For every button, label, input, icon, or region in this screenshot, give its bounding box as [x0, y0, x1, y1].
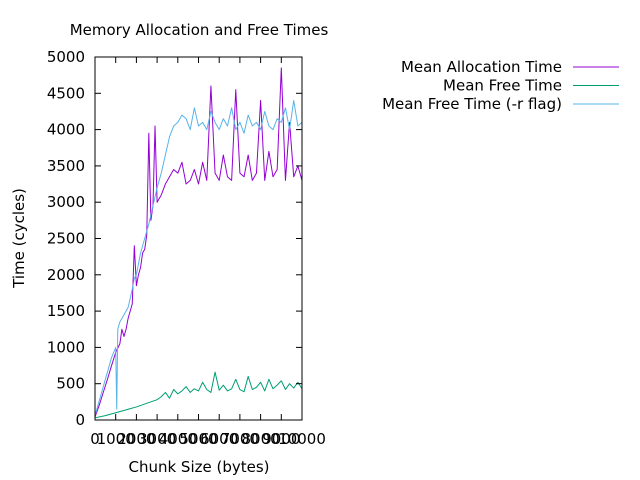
chart-title: Memory Allocation and Free Times: [70, 21, 329, 39]
x-tick-label: 10000: [278, 430, 326, 448]
series-line-1: [94, 67, 303, 418]
x-tick-label: 4000: [159, 430, 197, 448]
y-tick-label: 1000: [47, 338, 85, 356]
y-tick-label: 3500: [47, 157, 85, 175]
legend-label-1: Mean Allocation Time: [401, 58, 562, 76]
series-lines: [94, 67, 303, 419]
x-tick-label: 3000: [138, 430, 176, 448]
x-tick-label: 5000: [179, 430, 217, 448]
y-axis-label: Time (cycles): [10, 188, 28, 289]
y-tick-label: 3000: [47, 193, 85, 211]
x-axis-label: Chunk Size (bytes): [128, 458, 269, 476]
y-tick-label: 0: [75, 411, 85, 429]
x-tick-label: 6000: [200, 430, 238, 448]
series-line-3: [94, 100, 303, 416]
x-tick-label: 8000: [242, 430, 280, 448]
y-tick-label: 5000: [47, 48, 85, 66]
y-tick-label: 2000: [47, 266, 85, 284]
y-tick-label: 500: [56, 375, 85, 393]
axes: 0 500 1000 1500 2000 2500 3000 3500 4000 4500 5000…: [47, 48, 326, 448]
x-tick-label: 9000: [262, 430, 300, 448]
x-tick-label: 7000: [221, 430, 259, 448]
x-tick-label: 2000: [117, 430, 155, 448]
y-tick-label: 2500: [47, 230, 85, 248]
x-tick-label: 0: [90, 430, 100, 448]
series-line-2: [94, 371, 303, 419]
y-tick-label: 4500: [47, 84, 85, 102]
plot-frame: [94, 56, 303, 421]
x-tick-label: 1000: [97, 430, 135, 448]
legend-label-3: Mean Free Time (-r flag): [382, 95, 562, 113]
y-tick-label: 4000: [47, 121, 85, 139]
y-tick-label: 1500: [47, 302, 85, 320]
legend-label-2: Mean Free Time: [443, 77, 562, 95]
